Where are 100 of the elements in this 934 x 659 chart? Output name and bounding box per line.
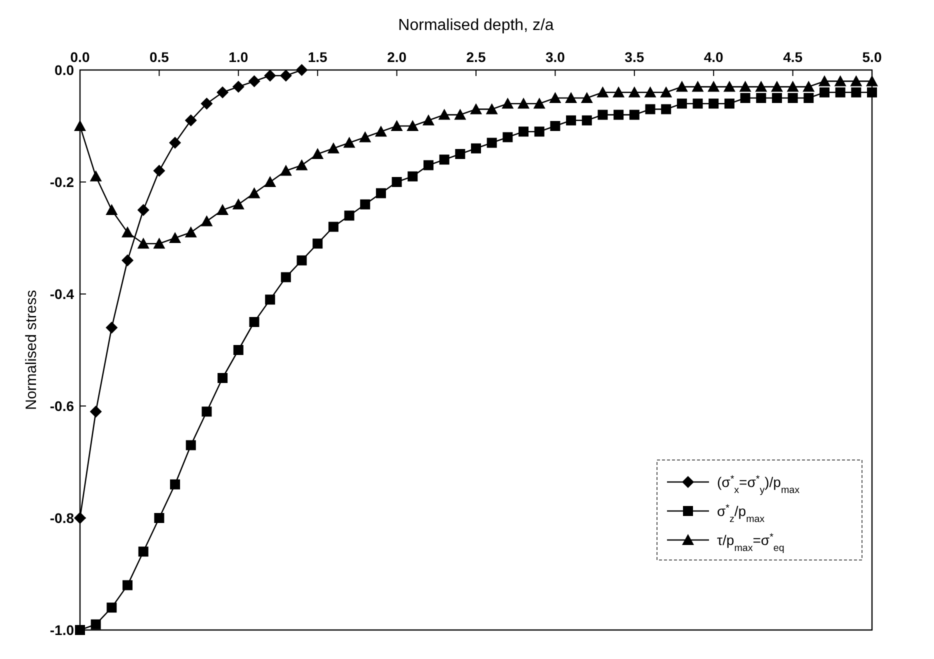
point — [248, 75, 260, 88]
point — [296, 64, 308, 76]
point — [392, 177, 402, 187]
x-tick-label: 4.5 — [783, 49, 803, 65]
point — [818, 75, 830, 86]
point — [249, 317, 260, 327]
point — [106, 322, 118, 334]
point — [566, 115, 576, 126]
point — [138, 546, 148, 557]
y-tick-label: -0.8 — [50, 510, 74, 526]
x-tick-label: 1.0 — [228, 49, 248, 65]
point — [739, 80, 752, 92]
point — [582, 115, 592, 126]
x-tick-label: 3.0 — [545, 49, 566, 65]
point — [802, 80, 815, 92]
point — [422, 114, 434, 126]
point — [708, 98, 719, 109]
point — [756, 93, 766, 103]
y-axis-title: Normalised stress — [23, 290, 40, 410]
point — [724, 98, 734, 109]
point — [233, 345, 244, 355]
point — [470, 103, 482, 114]
point — [265, 294, 276, 305]
point — [154, 513, 164, 523]
point — [137, 238, 150, 249]
point — [770, 80, 783, 92]
point — [106, 602, 117, 613]
x-tick-label: 3.5 — [624, 49, 644, 65]
point — [122, 226, 134, 238]
legend-label: (σ$^{*}$$_{x}$=σ$^{*}$$_{y}$)/p$_{max}$ — [717, 474, 800, 496]
point — [106, 204, 118, 215]
point — [851, 87, 862, 98]
point — [90, 170, 102, 182]
point — [644, 86, 656, 98]
point — [170, 479, 180, 490]
point — [550, 121, 560, 131]
point — [75, 625, 85, 635]
point — [90, 619, 101, 630]
point — [376, 188, 386, 198]
point — [755, 80, 768, 92]
point — [596, 86, 609, 98]
point — [200, 215, 213, 226]
point — [486, 138, 497, 148]
point — [772, 93, 782, 103]
point — [169, 136, 182, 149]
point — [629, 110, 640, 120]
point — [359, 131, 372, 142]
point — [169, 232, 182, 243]
point — [327, 142, 340, 154]
point — [186, 440, 196, 450]
x-axis-title: Normalised depth, z/a — [398, 17, 554, 34]
point — [153, 238, 166, 249]
point — [549, 92, 562, 103]
point — [264, 70, 276, 82]
point — [614, 110, 624, 120]
point — [676, 80, 688, 92]
point — [439, 154, 450, 165]
point — [645, 104, 656, 114]
point — [661, 104, 672, 114]
point — [692, 98, 703, 109]
legend-label: σ$^{*}$$_{z}$/p$_{max}$ — [717, 502, 765, 524]
point — [455, 149, 466, 159]
point — [598, 110, 608, 120]
point — [534, 126, 544, 137]
point — [184, 226, 197, 238]
point — [343, 136, 356, 148]
point — [218, 373, 228, 383]
point — [280, 70, 292, 82]
point — [676, 98, 687, 109]
point — [835, 87, 846, 98]
x-tick-label: 2.5 — [466, 49, 486, 65]
point — [312, 238, 323, 249]
point — [232, 80, 244, 93]
point — [692, 80, 704, 92]
point — [184, 114, 197, 126]
point — [518, 98, 530, 109]
point — [390, 120, 403, 131]
point — [296, 159, 308, 170]
x-tick-label: 4.0 — [704, 49, 724, 65]
point — [580, 92, 593, 103]
point — [216, 204, 229, 215]
point — [518, 126, 529, 137]
y-tick-label: -1.0 — [50, 622, 74, 638]
x-tick-label: 0.0 — [70, 49, 90, 65]
point — [200, 98, 213, 110]
point — [740, 93, 750, 103]
point — [486, 103, 498, 114]
point — [867, 87, 877, 98]
point — [248, 187, 260, 198]
point — [74, 120, 86, 131]
point — [471, 143, 481, 154]
point — [408, 171, 418, 182]
point — [374, 126, 387, 137]
point — [804, 93, 814, 103]
point — [565, 92, 578, 103]
point — [834, 75, 846, 86]
point — [296, 255, 307, 266]
point — [90, 406, 102, 418]
y-tick-label: 0.0 — [54, 62, 74, 78]
x-tick-label: 1.5 — [308, 49, 328, 65]
